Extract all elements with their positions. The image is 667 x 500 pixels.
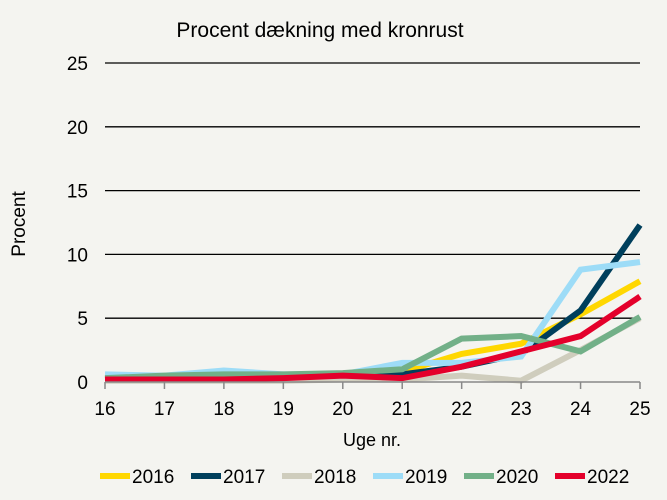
legend-label-2016: 2016 (132, 467, 174, 488)
legend-label-2020: 2020 (496, 467, 538, 488)
y-tick-label: 15 (67, 182, 88, 203)
x-tick-label: 25 (629, 399, 650, 420)
x-tick-label: 21 (392, 399, 413, 420)
chart-title: Procent dækning med kronrust (176, 19, 463, 42)
y-tick-label: 25 (67, 54, 88, 75)
x-tick-label: 22 (451, 399, 472, 420)
y-tick-label: 0 (77, 373, 88, 394)
series-line-2022 (105, 294, 642, 383)
legend-label-2017: 2017 (223, 467, 265, 488)
legend-label-2018: 2018 (314, 467, 356, 488)
x-tick-label: 23 (511, 399, 532, 420)
x-axis-label: Uge nr. (343, 430, 401, 450)
y-tick-label: 5 (77, 309, 88, 330)
legend-label-2019: 2019 (405, 467, 447, 488)
x-tick-label: 17 (154, 399, 175, 420)
x-tick-label: 16 (94, 399, 115, 420)
y-tick-label: 20 (67, 118, 88, 139)
x-tick-label: 19 (273, 399, 294, 420)
legend-label-2022: 2022 (587, 467, 629, 488)
x-tick-label: 20 (332, 399, 353, 420)
y-axis-label: Procent (9, 191, 30, 257)
x-tick-label: 18 (213, 399, 234, 420)
x-tick-label: 24 (570, 399, 592, 420)
y-tick-label: 10 (67, 245, 88, 266)
